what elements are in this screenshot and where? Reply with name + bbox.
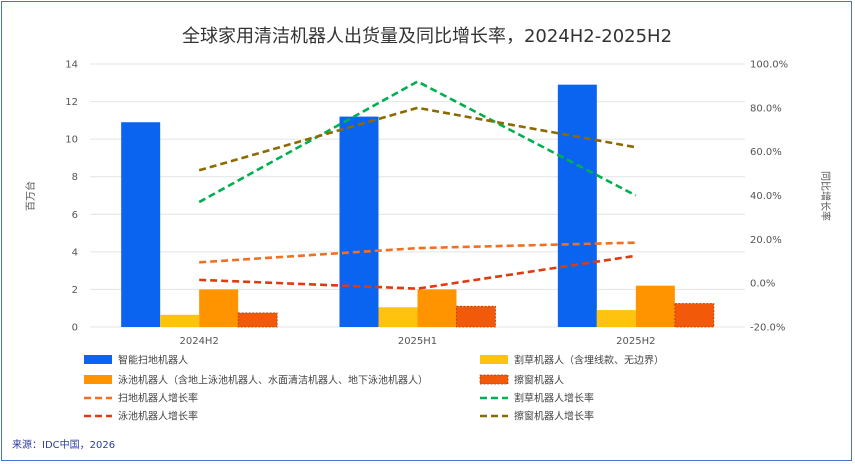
legend-label: 泳池机器人增长率: [118, 410, 198, 423]
right-axis-label: 同比增长率: [819, 171, 832, 221]
bar: [121, 122, 161, 327]
bar: [417, 289, 457, 327]
legend-label: 割草机器人增长率: [514, 392, 594, 405]
legend-label: 割草机器人（含埋线款、无边界）: [514, 354, 664, 367]
legend-label: 擦窗机器人: [514, 374, 564, 387]
right-tick-label: -20.0%: [750, 323, 785, 334]
right-axis-ticks: -20.0% 0.0% 20.0% 40.0% 60.0% 80.0% 100.0%: [750, 60, 788, 334]
bar: [339, 116, 379, 327]
left-tick-label: 10: [65, 135, 78, 146]
left-tick-label: 0: [72, 323, 78, 334]
bar: [160, 314, 200, 327]
legend-swatch: [479, 374, 509, 385]
bar: [456, 305, 496, 328]
series-line: [198, 80, 637, 204]
x-tick-label: 2024H2: [179, 336, 218, 347]
left-tick-label: 14: [65, 60, 78, 71]
bar-series: [121, 84, 715, 328]
legend-label: 扫地机器人增长率: [118, 392, 198, 405]
line-series: [198, 80, 637, 290]
right-tick-label: 0.0%: [750, 279, 775, 290]
legend-label: 擦窗机器人增长率: [514, 410, 594, 423]
legend: 智能扫地机器人 割草机器人（含埋线款、无边界） 泳池机器人（含地上泳池机器人、水面清…: [84, 354, 664, 423]
left-tick-label: 4: [72, 247, 78, 258]
bar: [596, 310, 636, 327]
bar: [378, 307, 418, 327]
series-line: [199, 254, 637, 290]
bar: [237, 312, 278, 328]
right-tick-label: 80.0%: [750, 103, 782, 114]
right-tick-label: 60.0%: [750, 147, 782, 158]
left-axis-ticks: 0 2 4 6 8 10 12 14: [65, 60, 78, 334]
chart-title: 全球家用清洁机器人出货量及同比增长率，2024H2-2025H2: [182, 26, 672, 47]
left-axis-label: 百万台: [24, 181, 37, 211]
series-line: [199, 241, 636, 264]
bar: [199, 289, 239, 327]
left-tick-label: 8: [72, 172, 78, 183]
legend-swatch: [84, 375, 112, 384]
series-line: [198, 106, 637, 172]
source-note: 来源：IDC中国，2026: [12, 438, 115, 451]
left-tick-label: 6: [72, 210, 78, 221]
right-tick-label: 40.0%: [750, 191, 782, 202]
x-axis-ticks: 2024H2 2025H1 2025H2: [179, 336, 655, 347]
x-tick-label: 2025H2: [616, 336, 655, 347]
legend-swatch: [84, 355, 112, 364]
left-tick-label: 2: [72, 285, 78, 296]
bar: [674, 303, 715, 328]
bar: [557, 84, 597, 328]
right-tick-label: 20.0%: [750, 235, 782, 246]
x-tick-label: 2025H1: [398, 336, 437, 347]
legend-label: 智能扫地机器人: [118, 354, 188, 367]
bar: [635, 285, 675, 327]
right-tick-label: 100.0%: [750, 60, 788, 71]
left-tick-label: 12: [65, 97, 78, 108]
legend-label: 泳池机器人（含地上泳池机器人、水面清洁机器人、地下泳池机器人）: [118, 374, 428, 387]
legend-swatch: [480, 355, 508, 364]
